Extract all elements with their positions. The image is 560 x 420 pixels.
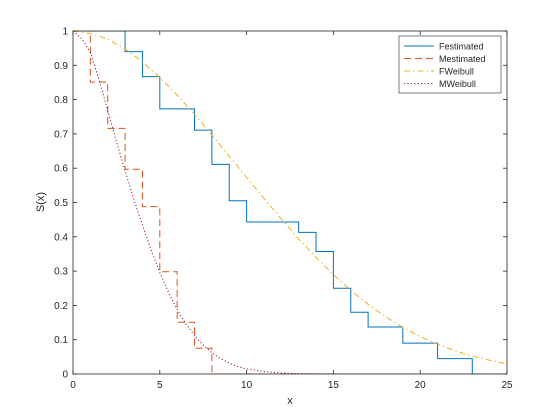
y-tick-label: 0.1 (54, 335, 68, 346)
legend-label: Festimated (439, 42, 484, 52)
x-tick-label: 20 (415, 380, 427, 391)
legend-item-mestimated: Mestimated (404, 54, 486, 64)
y-axis-label: S(x) (35, 192, 47, 212)
y-tick-label: 0.3 (54, 267, 68, 278)
x-axis-label: x (287, 395, 293, 407)
legend-label: Mestimated (439, 54, 486, 64)
series-line-mestimated (73, 31, 507, 374)
x-tick-label: 5 (157, 380, 163, 391)
x-tick-label: 10 (241, 380, 253, 391)
y-tick-label: 0.5 (54, 198, 68, 209)
series-line-festimated (73, 31, 507, 374)
y-tick-label: 0 (62, 370, 68, 381)
legend-item-fweibull: FWeibull (404, 67, 474, 77)
y-tick-label: 0.9 (54, 61, 68, 72)
y-tick-label: 0.6 (54, 164, 68, 175)
axes-frame (72, 30, 508, 375)
legend-item-mweibull: MWeibull (404, 79, 476, 89)
x-tick-label: 25 (501, 380, 513, 391)
x-tick-label: 15 (328, 380, 340, 391)
series-line-fweibull (73, 31, 507, 365)
y-tick-label: 1 (62, 27, 68, 38)
y-tick-label: 0.4 (54, 232, 68, 243)
y-tick-label: 0.2 (54, 301, 68, 312)
y-tick-label: 0.7 (54, 129, 68, 140)
y-tick-label: 0.8 (54, 95, 68, 106)
legend-item-festimated: Festimated (404, 42, 484, 52)
x-tick-label: 0 (70, 380, 76, 391)
legend-label: MWeibull (439, 79, 476, 89)
legend-label: FWeibull (439, 67, 474, 77)
legend: Festimated Mestimated FWeibull MWeibull (398, 35, 502, 94)
